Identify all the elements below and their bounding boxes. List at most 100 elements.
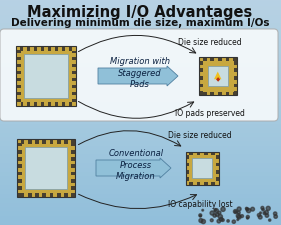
Bar [16, 50, 21, 53]
Point [215, 213, 219, 216]
Bar [30, 101, 34, 106]
Bar [48, 101, 51, 106]
Bar [16, 102, 21, 106]
Bar [58, 46, 62, 50]
Bar [57, 139, 60, 144]
Bar [17, 172, 22, 175]
Bar [189, 182, 193, 184]
Bar [71, 186, 75, 190]
Bar [71, 190, 75, 193]
Point [264, 211, 269, 214]
Bar [216, 173, 219, 177]
Bar [234, 87, 237, 91]
Bar [234, 57, 237, 61]
Text: IO capability lost: IO capability lost [168, 200, 232, 209]
Bar [207, 151, 211, 155]
Bar [207, 182, 211, 184]
Point [219, 217, 223, 221]
Bar [16, 57, 21, 60]
Bar [24, 54, 68, 98]
Bar [64, 139, 68, 144]
Bar [65, 101, 69, 106]
Bar [17, 139, 21, 144]
Bar [72, 46, 76, 50]
Point [199, 219, 203, 222]
Bar [71, 81, 76, 85]
Point [221, 207, 225, 211]
Point [237, 207, 241, 211]
Point [210, 218, 214, 222]
Text: Delivering minimum die size, maximum I/Os: Delivering minimum die size, maximum I/O… [11, 18, 269, 28]
Bar [185, 151, 219, 184]
Bar [55, 46, 58, 50]
Point [232, 220, 236, 223]
Point [265, 214, 269, 217]
Point [217, 211, 222, 214]
Point [240, 214, 244, 218]
Bar [71, 53, 76, 57]
Bar [222, 57, 226, 61]
Bar [17, 143, 22, 146]
Bar [234, 84, 237, 87]
Bar [71, 78, 76, 81]
Bar [64, 193, 68, 197]
Bar [19, 46, 23, 50]
Point [198, 214, 203, 217]
Text: ▲: ▲ [214, 70, 222, 80]
Bar [234, 61, 237, 65]
Point [218, 215, 223, 218]
Bar [199, 61, 203, 65]
Bar [185, 181, 189, 184]
Bar [41, 101, 44, 106]
Bar [44, 46, 48, 50]
Text: Die size reduced: Die size reduced [168, 131, 232, 140]
Bar [16, 46, 76, 106]
Bar [214, 57, 218, 61]
Bar [216, 155, 219, 159]
Point [258, 215, 262, 219]
Bar [42, 193, 46, 197]
Bar [44, 101, 48, 106]
Bar [16, 88, 21, 92]
Bar [53, 139, 57, 144]
Bar [46, 139, 50, 144]
Bar [37, 46, 41, 50]
Bar [16, 64, 21, 67]
Bar [185, 162, 189, 166]
Bar [16, 101, 19, 106]
Bar [17, 146, 22, 150]
Bar [16, 99, 21, 102]
Bar [234, 72, 237, 76]
Bar [71, 74, 76, 78]
Bar [229, 92, 233, 95]
Bar [204, 151, 207, 155]
Point [244, 207, 249, 210]
Bar [37, 101, 41, 106]
Point [246, 215, 250, 219]
FancyArrow shape [96, 158, 171, 178]
Bar [17, 164, 22, 168]
Point [210, 211, 214, 215]
Bar [189, 151, 193, 155]
Bar [199, 87, 203, 91]
Bar [218, 92, 222, 95]
Bar [28, 193, 31, 197]
Point [246, 209, 251, 212]
Bar [35, 193, 39, 197]
Bar [24, 193, 28, 197]
Bar [71, 57, 76, 60]
Bar [222, 92, 226, 95]
Point [268, 218, 272, 222]
Bar [199, 57, 203, 61]
Point [245, 207, 250, 211]
Bar [203, 92, 207, 95]
Bar [216, 181, 219, 184]
Bar [65, 46, 69, 50]
Point [258, 211, 263, 215]
Bar [185, 170, 189, 173]
Bar [28, 139, 31, 144]
Bar [192, 158, 212, 178]
Bar [57, 193, 60, 197]
Bar [34, 46, 37, 50]
Bar [16, 81, 21, 85]
